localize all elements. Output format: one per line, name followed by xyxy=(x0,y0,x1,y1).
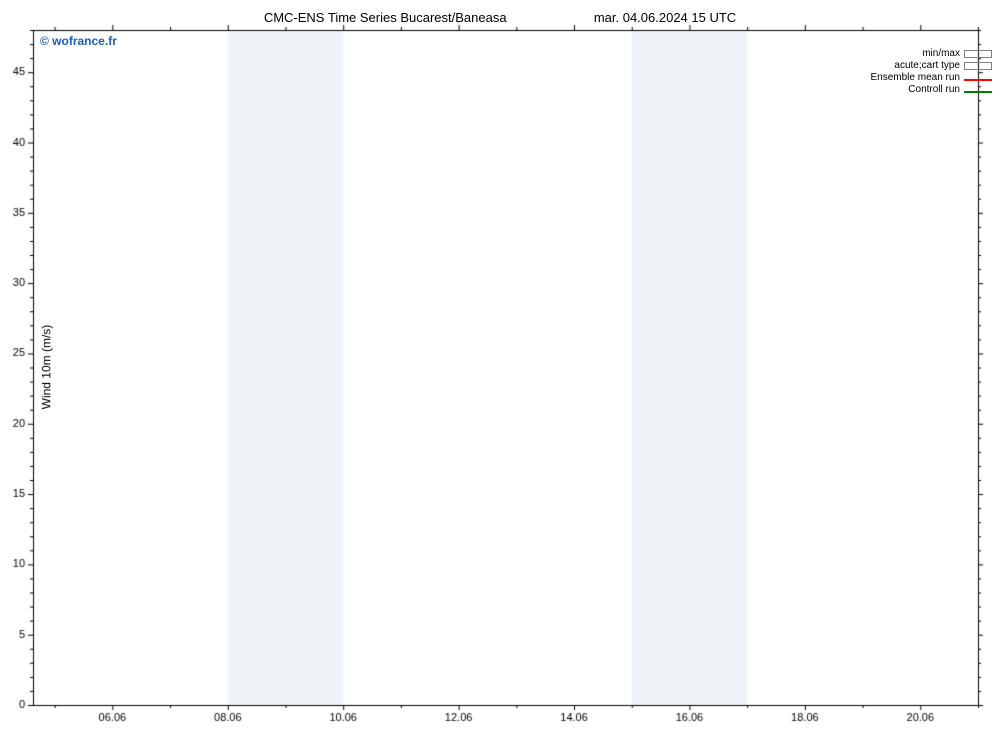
legend-label: acute;cart type xyxy=(894,60,960,72)
legend-swatch xyxy=(964,79,992,81)
legend-entry: Ensemble mean run xyxy=(871,72,993,84)
chart-plot-area xyxy=(0,0,1000,733)
legend-entry: min/max xyxy=(871,48,993,60)
legend-swatch xyxy=(964,50,992,58)
legend-entry: Controll run xyxy=(871,84,993,96)
legend-label: Ensemble mean run xyxy=(871,72,961,84)
legend-label: Controll run xyxy=(908,84,960,96)
chart-title: CMC-ENS Time Series Bucarest/Baneasa mar… xyxy=(0,10,1000,25)
watermark: © wofrance.fr xyxy=(40,34,117,48)
legend-label: min/max xyxy=(922,48,960,60)
legend-swatch xyxy=(964,91,992,93)
legend-entry: acute;cart type xyxy=(871,60,993,72)
legend-swatch xyxy=(964,62,992,70)
legend: min/maxacute;cart typeEnsemble mean runC… xyxy=(871,48,993,96)
title-text-left: CMC-ENS Time Series Bucarest/Baneasa xyxy=(264,10,507,25)
title-text-right: mar. 04.06.2024 15 UTC xyxy=(594,10,736,25)
chart-container: CMC-ENS Time Series Bucarest/Baneasa mar… xyxy=(0,0,1000,733)
y-axis-label: Wind 10m (m/s) xyxy=(39,324,53,409)
